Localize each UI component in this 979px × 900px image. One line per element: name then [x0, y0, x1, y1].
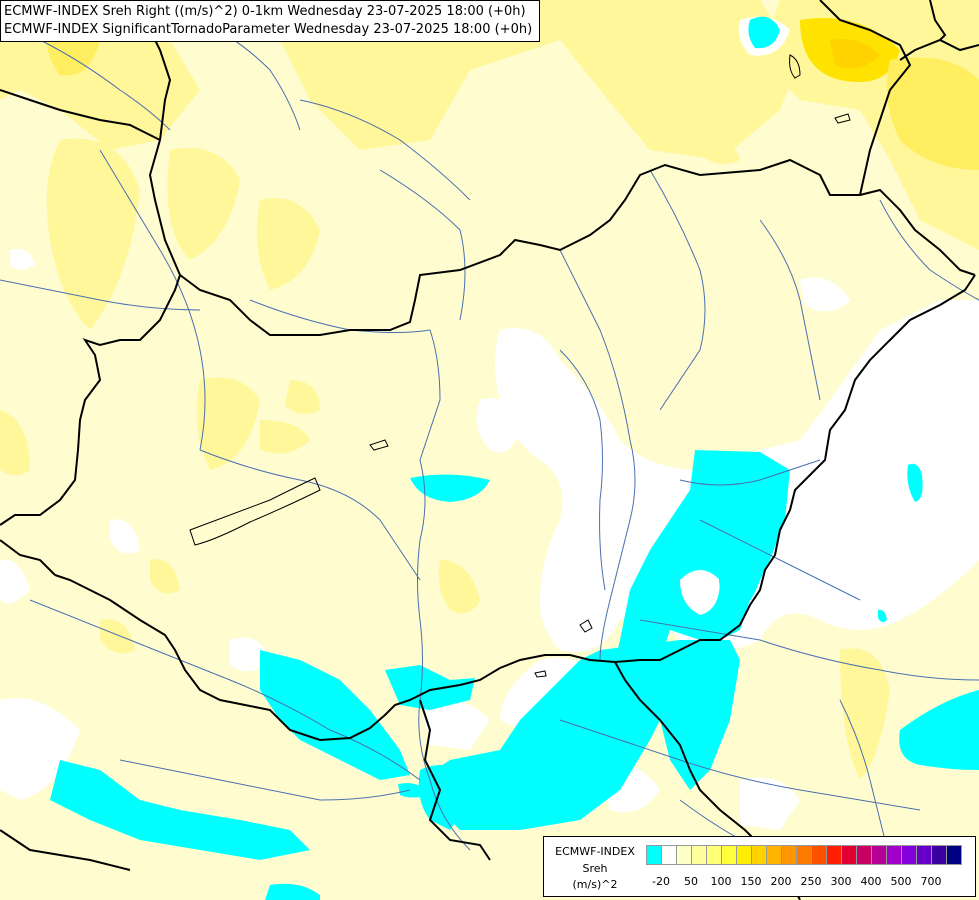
legend-swatches: [646, 845, 962, 865]
rivers: [0, 19, 979, 891]
legend-labels: -20 50 100 150 200 250 300 400 500 700: [646, 875, 971, 889]
legend-swatch: [691, 845, 707, 865]
legend-source: ECMWF-INDEX: [555, 845, 635, 858]
legend-swatch: [796, 845, 812, 865]
title-stp: ECMWF-INDEX SignificantTornadoParameter …: [4, 22, 533, 37]
legend-swatch: [646, 845, 662, 865]
legend-label: 150: [740, 875, 762, 888]
legend-swatch: [946, 845, 962, 865]
legend-swatch: [841, 845, 857, 865]
legend-swatch: [856, 845, 872, 865]
legend-swatch: [661, 845, 677, 865]
legend-swatch: [751, 845, 767, 865]
legend-label: 400: [860, 875, 882, 888]
legend-swatch: [706, 845, 722, 865]
lakes: [189, 54, 851, 678]
map-title-box: ECMWF-INDEX Sreh Right ((m/s)^2) 0-1km W…: [0, 0, 540, 42]
legend-label: 700: [920, 875, 942, 888]
color-legend: ECMWF-INDEX Sreh (m/s)^2 -20 50 100 150 200 2…: [543, 836, 976, 897]
legend-label: 300: [830, 875, 852, 888]
legend-label: 200: [770, 875, 792, 888]
sreh-cyan-areas: [50, 16, 979, 900]
legend-swatch: [811, 845, 827, 865]
lake-balaton: [189, 477, 321, 546]
legend-swatch: [721, 845, 737, 865]
legend-swatch: [931, 845, 947, 865]
legend-swatch: [871, 845, 887, 865]
legend-label: 50: [684, 875, 698, 888]
legend-swatch: [766, 845, 782, 865]
legend-label: -20: [652, 875, 670, 888]
legend-swatch: [781, 845, 797, 865]
legend-unit: (m/s)^2: [572, 878, 618, 891]
legend-swatch: [676, 845, 692, 865]
legend-label: 250: [800, 875, 822, 888]
title-sreh: ECMWF-INDEX Sreh Right ((m/s)^2) 0-1km W…: [4, 4, 526, 19]
legend-parameter: Sreh: [582, 862, 608, 875]
legend-label: 100: [710, 875, 732, 888]
legend-swatch: [916, 845, 932, 865]
legend-swatch: [736, 845, 752, 865]
legend-swatch: [826, 845, 842, 865]
legend-swatch: [901, 845, 917, 865]
legend-swatch: [886, 845, 902, 865]
legend-label: 500: [890, 875, 912, 888]
